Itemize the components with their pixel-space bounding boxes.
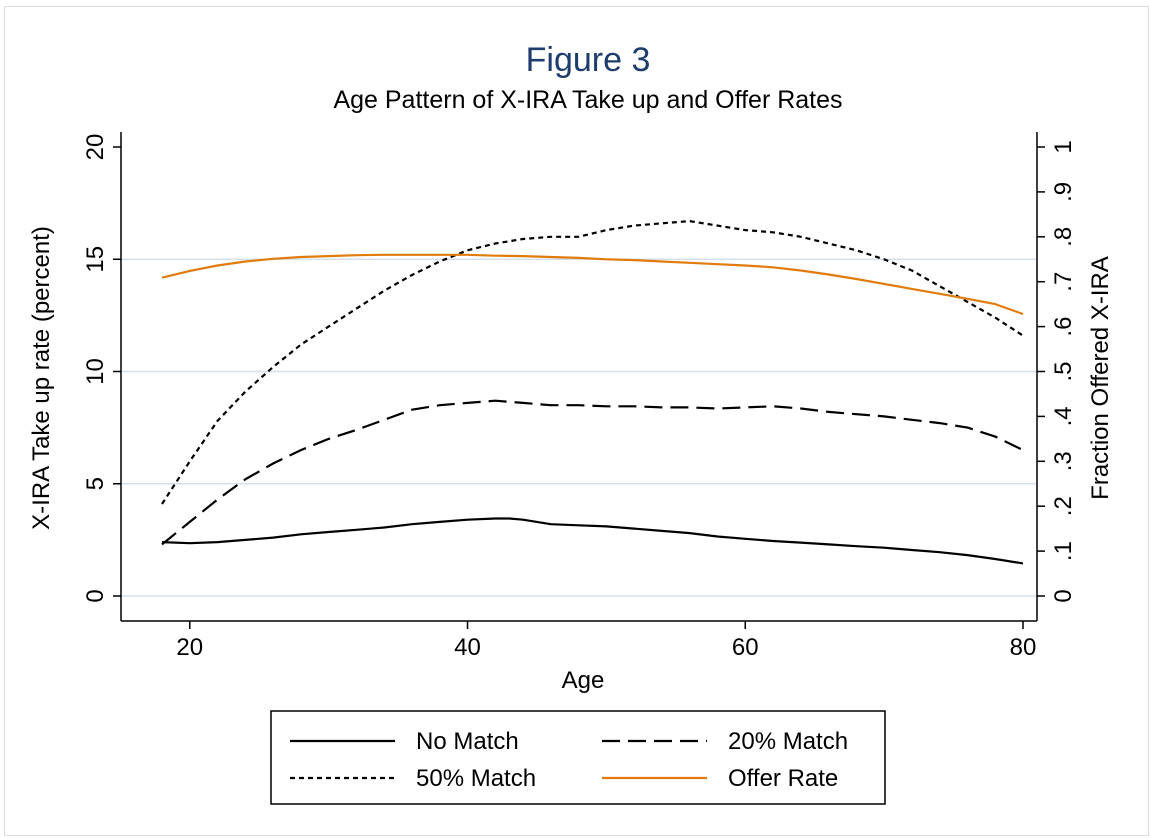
axes: 20 40 60 80 0 5 10 15 20 0 .1 .2 .3 .4 .5 .6 .7 .8 .9 1 (82, 132, 1077, 661)
figure-frame: Figure 3 Age Pattern of X-IRA Take up an… (4, 6, 1149, 836)
series-line-20-match (161, 399, 1024, 546)
y2-tick-label: .9 (1050, 182, 1077, 202)
x-axis-label: Age (562, 667, 605, 694)
y-tick-label: 15 (82, 246, 109, 273)
y2-tick-label: .6 (1050, 317, 1077, 337)
x-tick-label: 40 (454, 634, 481, 661)
y-tick-label: 5 (82, 477, 109, 490)
series-line-50-match (161, 220, 1024, 505)
legend-label: 20% Match (728, 728, 848, 755)
y2-tick-label: .3 (1050, 451, 1077, 471)
y2-tick-label: 1 (1050, 140, 1077, 153)
chart-subtitle: Age Pattern of X-IRA Take up and Offer R… (333, 86, 842, 114)
y2-tick-label: .4 (1050, 406, 1077, 426)
legend-label: 50% Match (416, 765, 536, 792)
y2-tick-label: .7 (1050, 272, 1077, 292)
y-tick-label: 10 (82, 358, 109, 385)
chart-svg: Figure 3 Age Pattern of X-IRA Take up an… (28, 41, 1114, 805)
chart-title: Figure 3 (526, 41, 651, 79)
y2-tick-label: .5 (1050, 361, 1077, 381)
y2-tick-label: .8 (1050, 227, 1077, 247)
series-line-no-match (161, 517, 1024, 565)
legend: No Match 20% Match 50% Match Offer Rate (270, 710, 886, 805)
x-tick-label: 20 (176, 634, 203, 661)
y2-tick-label: .2 (1050, 496, 1077, 516)
legend-label: Offer Rate (728, 765, 838, 792)
x-tick-label: 60 (732, 634, 759, 661)
x-tick-label: 80 (1010, 634, 1037, 661)
y2-axis-label: Fraction Offered X-IRA (1087, 256, 1114, 500)
legend-box (270, 710, 886, 805)
series-group (161, 220, 1024, 565)
y2-tick-label: 0 (1050, 589, 1077, 602)
y-tick-label: 20 (82, 134, 109, 161)
series-line-offer-rate (161, 253, 1024, 316)
gridlines (121, 258, 1037, 597)
y-axis-label: X-IRA Take up rate (percent) (28, 226, 55, 530)
y2-tick-label: .1 (1050, 541, 1077, 561)
legend-label: No Match (416, 728, 519, 755)
y-tick-label: 0 (82, 589, 109, 602)
